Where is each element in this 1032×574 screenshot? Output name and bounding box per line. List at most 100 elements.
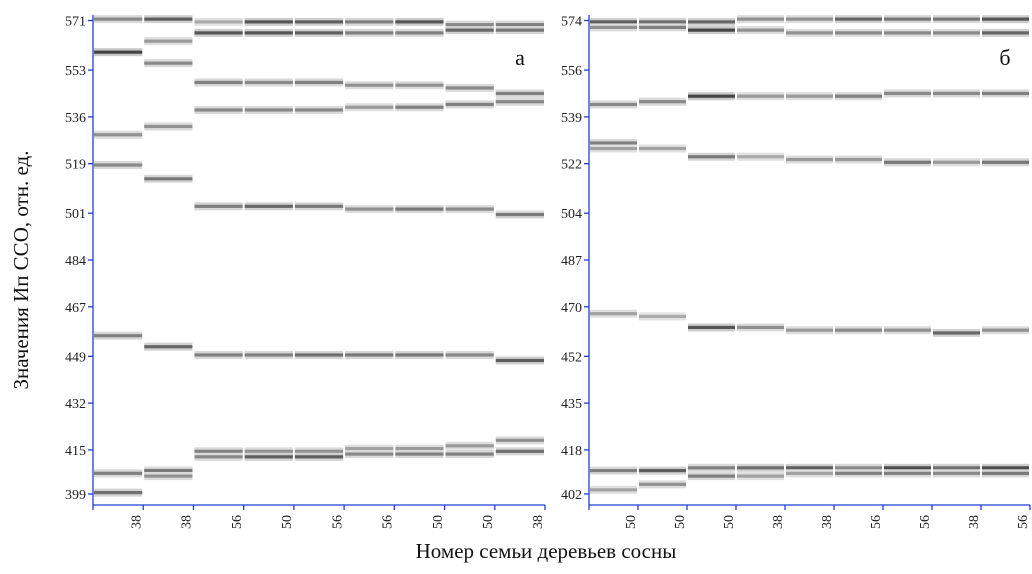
gel-band [194,80,243,85]
y-tick-label: 449 [65,350,86,365]
gel-band [884,471,931,475]
gel-band [395,207,444,211]
gel-band [982,471,1029,475]
gel-band [737,94,784,98]
gel-band [194,204,243,208]
gel-band [737,28,784,32]
gel-band [144,61,193,65]
gel-band [737,17,784,21]
gel-band [395,452,444,456]
gel-band [94,133,143,137]
gel-band [445,86,494,90]
gel-band [144,345,193,349]
y-tick-label: 556 [561,64,582,79]
gel-band [495,438,544,442]
gel-band [244,449,293,453]
gel-band [345,105,394,109]
gel-band [884,466,931,470]
gel-band [884,328,931,332]
x-axis-title: Номер семьи деревьев сосны [416,539,677,563]
gel-band [345,446,394,451]
gel-band [495,449,544,453]
y-tick-label: 522 [561,158,582,173]
gel-band [688,94,735,98]
y-tick-label: 487 [561,254,582,269]
y-tick-label: 484 [65,254,86,269]
gel-band [590,20,637,24]
y-tick-label: 402 [561,488,582,503]
gel-band [590,141,637,145]
gel-band [244,204,293,208]
gel-band [345,452,394,456]
gel-band [395,446,444,451]
y-tick-label: 470 [561,301,582,316]
gel-band [639,146,686,151]
panel-b: 402 418 435 452 470 487 504 522 539 556 574 50 50 50 3… [561,15,1031,529]
gel-band [294,108,344,112]
gel-band [345,20,394,24]
gel-band [639,20,686,24]
gel-band [982,91,1029,96]
gel-band [395,83,444,87]
gel-band [395,31,444,35]
gel-band [194,353,243,357]
lane-label: 38 [820,515,835,529]
gel-band [445,102,494,107]
lane-label: 50 [431,515,446,529]
lane-label: 38 [129,515,144,529]
gel-band [94,471,143,475]
y-tick-label: 574 [561,15,582,30]
gel-band [495,23,544,27]
panel-letter: а [515,45,525,70]
gel-band [495,28,544,32]
gel-band [144,17,193,21]
gel-band [737,325,784,330]
gel-band [590,312,637,316]
gel-band [688,474,735,478]
gel-band [786,31,833,35]
gel-band [786,471,833,475]
gel-band [933,331,980,335]
lane-label: 56 [230,515,245,529]
gel-band [933,466,980,470]
gel-band [933,160,980,164]
gel-band [786,466,833,470]
panel-a: 399 415 432 449 467 484 501 519 536 553 571 38 38 56 5… [65,15,546,529]
lane-label: 38 [771,515,786,529]
lane-label: 50 [624,515,639,529]
gel-band [982,466,1029,470]
gel-band [835,471,882,475]
gel-band [294,353,344,357]
gel-band [688,20,735,24]
gel-band [786,157,833,162]
gel-band [345,353,394,357]
gel-band [144,474,193,478]
gel-band [194,108,243,112]
y-tick-label: 399 [65,488,86,503]
gel-band [884,91,931,96]
gel-band [835,31,882,35]
y-axis-title: Значения Ип ССО, отн. ед. [9,151,33,390]
gel-band [194,455,243,459]
gel-band [244,353,293,357]
gel-band [345,31,394,35]
gel-band [495,358,544,363]
gel-band [688,155,735,159]
panel-letter: б [999,45,1010,70]
lane-label: 50 [722,515,737,529]
gel-band [495,100,544,104]
y-tick-label: 418 [561,444,582,459]
gel-band [688,466,735,470]
gel-band [144,468,193,473]
gel-band [294,80,344,85]
lane-label: 56 [330,515,345,529]
gel-band [933,91,980,96]
gel-band [294,31,344,35]
y-tick-label: 519 [65,158,86,173]
gel-band [639,100,686,104]
gel-band [244,455,293,459]
gel-band [445,207,494,211]
gel-band [244,108,293,112]
gel-band [445,353,494,357]
